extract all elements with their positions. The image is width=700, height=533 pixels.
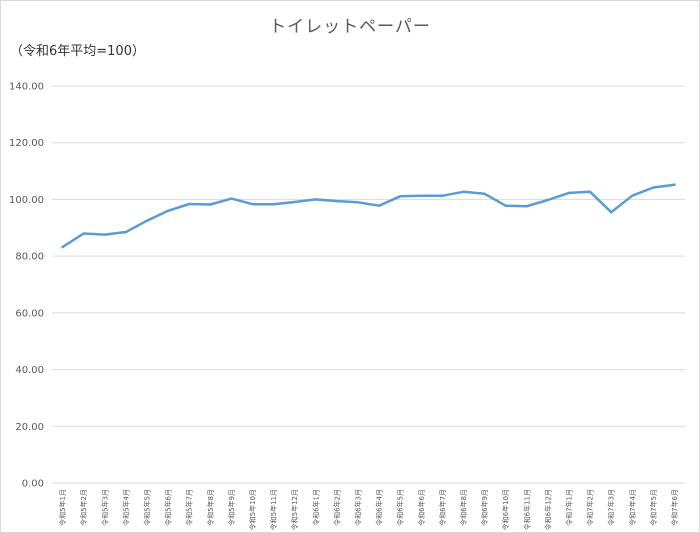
- data-point: [441, 194, 444, 197]
- data-point: [377, 204, 381, 207]
- y-tick-label: 120.00: [9, 138, 44, 149]
- unit-note: （令和6年平均=100）: [10, 44, 145, 59]
- data-point: [230, 197, 233, 200]
- x-tick-label: 令和5年12月: [290, 489, 299, 530]
- data-point: [420, 194, 423, 197]
- data-point: [166, 209, 170, 212]
- x-tick-label: 令和5年1月: [58, 489, 67, 526]
- x-tick-label: 令和7年5月: [649, 489, 658, 526]
- x-tick-label: 令和5年2月: [79, 489, 88, 526]
- x-tick-label: 令和6年1月: [311, 489, 320, 526]
- data-point: [483, 192, 486, 195]
- x-tick-label: 令和5年8月: [206, 489, 215, 526]
- y-axis-ticks: 0.00 20.00 40.00 60.00 80.00 100.00 120.00 140.…: [9, 82, 44, 490]
- data-point: [525, 205, 528, 208]
- x-tick-label: 令和5年9月: [227, 489, 236, 526]
- x-tick-label: 令和5年5月: [142, 489, 151, 526]
- y-tick-label: 60.00: [15, 308, 44, 319]
- y-tick-label: 100.00: [9, 195, 44, 206]
- data-point: [187, 202, 191, 206]
- data-point: [293, 200, 296, 204]
- data-point: [124, 230, 128, 234]
- data-point: [652, 186, 655, 189]
- x-tick-label: 令和7年1月: [564, 489, 573, 526]
- y-tick-label: 0.00: [22, 479, 44, 490]
- data-point: [145, 219, 149, 222]
- data-point: [631, 194, 634, 197]
- series-layer: [61, 183, 676, 249]
- x-tick-label: 令和6年5月: [396, 489, 405, 526]
- x-tick-label: 令和6年2月: [332, 489, 341, 526]
- grid-lines: [52, 85, 685, 484]
- data-point: [588, 190, 592, 193]
- data-point: [251, 203, 254, 206]
- data-point: [546, 198, 550, 202]
- data-point: [103, 233, 106, 236]
- x-tick-label: 令和5年4月: [121, 489, 130, 526]
- data-point: [673, 183, 676, 186]
- x-tick-label: 令和6年10月: [501, 489, 510, 530]
- x-axis-ticks: 令和5年1月 令和5年2月 令和5年3月 令和5年4月 令和5年5月 令和5年6月 令和5年…: [58, 489, 679, 530]
- x-tick-label: 令和6年8月: [459, 489, 468, 526]
- y-tick-label: 40.00: [15, 365, 44, 376]
- y-tick-label: 80.00: [15, 252, 44, 263]
- data-point: [462, 190, 465, 193]
- data-point: [398, 195, 402, 198]
- data-point: [335, 199, 339, 203]
- x-tick-label: 令和6年12月: [543, 489, 552, 530]
- data-point: [314, 198, 317, 201]
- x-tick-label: 令和7年4月: [628, 489, 637, 526]
- x-tick-label: 令和7年3月: [607, 489, 616, 526]
- x-tick-label: 令和7年2月: [586, 489, 595, 526]
- y-tick-label: 20.00: [15, 422, 44, 433]
- x-tick-label: 令和6年11月: [522, 489, 531, 530]
- data-point: [61, 245, 64, 249]
- x-tick-label: 令和7年6月: [670, 489, 679, 526]
- data-point: [567, 191, 571, 195]
- x-tick-label: 令和6年3月: [353, 489, 362, 526]
- data-point: [504, 204, 507, 207]
- data-point: [209, 203, 212, 206]
- x-tick-label: 令和5年7月: [185, 489, 194, 526]
- x-tick-label: 令和5年10月: [248, 489, 257, 530]
- chart-title: トイレットペーパー: [269, 17, 431, 37]
- data-point: [82, 232, 85, 235]
- x-tick-label: 令和5年6月: [164, 489, 173, 526]
- y-tick-label: 140.00: [9, 82, 44, 93]
- x-tick-label: 令和5年3月: [100, 489, 109, 526]
- data-point: [609, 210, 613, 214]
- series-line-0: [61, 183, 676, 249]
- x-tick-label: 令和6年7月: [438, 489, 447, 526]
- x-tick-label: 令和6年9月: [480, 489, 489, 526]
- x-tick-label: 令和5年11月: [269, 489, 278, 530]
- x-tick-label: 令和6年4月: [375, 489, 384, 526]
- x-tick-label: 令和6年6月: [417, 489, 426, 526]
- data-point: [272, 203, 275, 206]
- data-point: [356, 201, 360, 204]
